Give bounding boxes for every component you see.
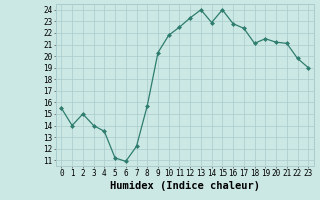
X-axis label: Humidex (Indice chaleur): Humidex (Indice chaleur): [110, 181, 260, 191]
